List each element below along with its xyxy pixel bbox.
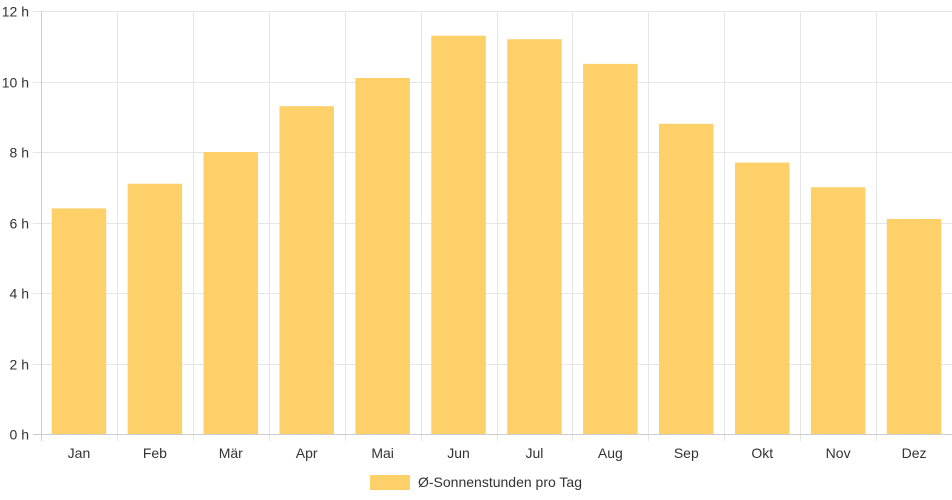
bar-aug[interactable] <box>583 63 638 434</box>
x-tick-label: Jun <box>447 445 470 461</box>
bar-apr[interactable] <box>279 106 334 435</box>
x-tick-label: Jan <box>68 445 91 461</box>
x-tick-label: Okt <box>751 445 773 461</box>
bar-jun[interactable] <box>431 35 486 435</box>
bar-dez[interactable] <box>886 218 942 434</box>
y-tick-label: 8 h <box>10 145 29 161</box>
x-tick-label: Dez <box>902 445 927 461</box>
x-tick-label: Sep <box>674 445 699 461</box>
y-tick-label: 6 h <box>10 216 29 232</box>
x-tick-label: Mai <box>371 445 394 461</box>
x-tick-labels: Jan Feb Mär Apr Mai Jun Jul Aug Sep Okt Nov Dez <box>68 445 927 461</box>
x-tick-label: Jul <box>526 445 544 461</box>
bar-jan[interactable] <box>51 208 107 434</box>
bars <box>51 35 942 435</box>
x-tick-label: Nov <box>826 445 851 461</box>
axes <box>33 11 952 441</box>
bar-feb[interactable] <box>127 183 183 434</box>
legend-label[interactable]: Ø-Sonnenstunden pro Tag <box>418 474 582 490</box>
y-tick-label: 2 h <box>10 357 29 373</box>
x-tick-label: Apr <box>296 445 318 461</box>
bar-mai[interactable] <box>355 77 410 434</box>
y-tick-label: 12 h <box>2 4 29 20</box>
y-tick-labels: 0 h 2 h 4 h 6 h 8 h 10 h 12 h <box>2 4 29 443</box>
x-tick-label: Feb <box>143 445 167 461</box>
grid-lines <box>33 11 952 441</box>
y-tick-label: 4 h <box>10 286 29 302</box>
bar-jul[interactable] <box>507 39 562 434</box>
bar-sep[interactable] <box>659 123 714 435</box>
bar-nov[interactable] <box>810 187 866 434</box>
legend[interactable]: Ø-Sonnenstunden pro Tag <box>370 474 582 490</box>
y-tick-label: 0 h <box>10 427 29 443</box>
legend-swatch[interactable] <box>370 475 410 490</box>
bar-mär[interactable] <box>203 152 259 434</box>
y-tick-label: 10 h <box>2 75 29 91</box>
bar-okt[interactable] <box>734 162 790 434</box>
x-tick-label: Mär <box>219 445 243 461</box>
x-tick-label: Aug <box>598 445 623 461</box>
